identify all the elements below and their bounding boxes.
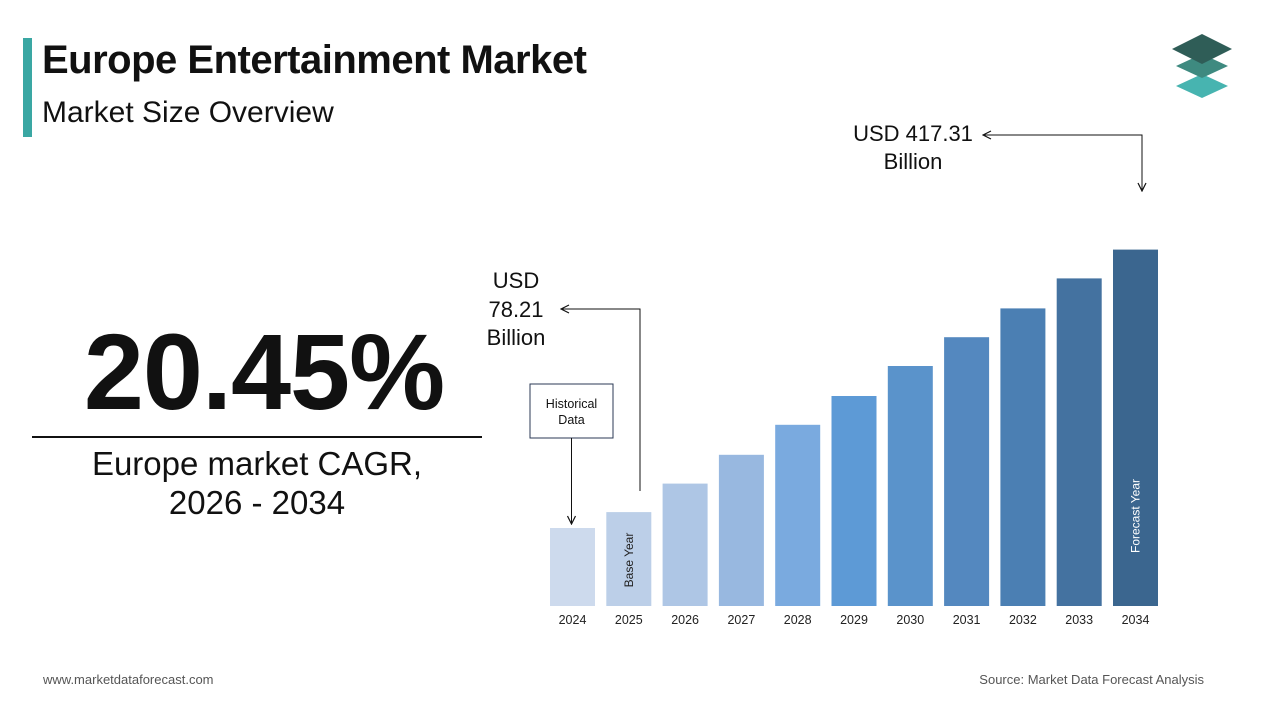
x-tick-labels-layer: 2024 2025 2026 2027 2028 2029 2030 2031 2032 2033… [559,613,1150,627]
end-value-line2: Billion [884,149,943,174]
x-tick-label-2032: 2032 [1009,613,1037,627]
x-tick-label-2031: 2031 [953,613,981,627]
bar-2024 [550,528,595,606]
historical-data-box [529,383,614,439]
start-value-arrow [561,309,641,491]
end-value-arrow [983,135,1142,191]
x-tick-label-2025: 2025 [615,613,643,627]
bar-2032 [1000,308,1046,606]
cagr-label-line2: 2026 - 2034 [168,484,346,521]
x-tick-label-2027: 2027 [727,613,755,627]
start-value-line2: 78.21 [488,297,543,322]
x-tick-label-2026: 2026 [671,613,699,627]
bar-2029 [831,396,877,606]
bars-layer: Base Year Forecast Year [550,249,1158,606]
bar-2028 [775,424,821,606]
x-tick-label-2030: 2030 [896,613,924,627]
bar-2027 [718,454,764,606]
bar-2033 [1056,278,1102,606]
x-tick-label-2033: 2033 [1065,613,1093,627]
bar-2031 [944,337,990,606]
source-note: Source: Market Data Forecast Analysis [979,672,1204,687]
x-tick-label-2029: 2029 [840,613,868,627]
cagr-value: 20.45% [83,311,445,432]
bar-annotation-2025: Base Year [622,533,636,588]
bar-2026 [662,483,708,606]
start-value-line3: Billion [487,325,546,350]
bar-2025 [606,512,652,606]
x-tick-label-2024: 2024 [559,613,587,627]
page-title: Europe Entertainment Market [42,38,587,82]
start-value-line1: USD [493,268,539,293]
website-url: www.marketdataforecast.com [43,672,214,687]
x-tick-label-2034: 2034 [1122,613,1150,627]
cagr-divider [32,436,482,438]
cagr-label: Europe market CAGR, 2026 - 2034 [32,444,482,522]
bar-annotation-2034: Forecast Year [1129,479,1143,553]
x-tick-label-2028: 2028 [784,613,812,627]
title-accent-bar [23,38,32,137]
historical-data-label-line2: Data [558,413,584,427]
bar-2034 [1113,249,1158,606]
page-subtitle: Market Size Overview [42,96,334,129]
bar-2030 [887,366,933,606]
cagr-label-line1: Europe market CAGR, [91,445,423,482]
historical-data-label-line1: Historical [546,397,597,411]
stacked-layers-logo-icon [1172,34,1232,98]
end-value-line1: USD 417.31 [853,121,973,146]
